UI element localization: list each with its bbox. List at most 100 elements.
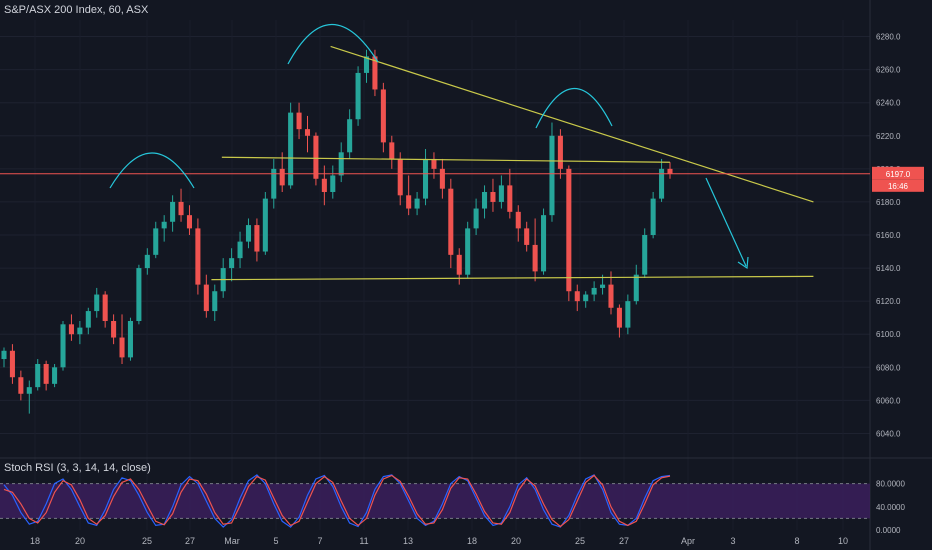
candle-body [600, 284, 606, 288]
candle-body [68, 324, 74, 335]
candle-body [667, 168, 673, 174]
candle-body [448, 188, 454, 255]
candle-body [380, 89, 386, 143]
candle-body [85, 311, 91, 328]
candle-body [650, 198, 656, 235]
candle-body [642, 235, 648, 275]
candle-body [625, 301, 631, 328]
candle-body [532, 244, 538, 272]
candle-body [271, 168, 277, 199]
candle-body [498, 185, 504, 202]
candle-body [414, 198, 420, 209]
candle-body [431, 158, 437, 169]
candle-body [321, 178, 327, 192]
candle-body [338, 152, 344, 176]
right-shoulder-arc [535, 87, 613, 129]
candle-body [43, 364, 49, 384]
candle-body [18, 377, 24, 394]
candle-body [566, 168, 572, 292]
y-tick-label: 6060.0 [876, 396, 901, 405]
x-tick-label: 27 [185, 536, 195, 546]
indicator-tick-label: 0.0000 [876, 526, 901, 535]
candle-body [245, 225, 252, 242]
candle-body [178, 201, 184, 216]
candle-body [347, 119, 353, 153]
indicator-tick-label: 80.0000 [876, 480, 905, 489]
candle-body [482, 192, 488, 209]
candle-body [355, 72, 361, 120]
x-tick-label: 20 [511, 536, 521, 546]
left-shoulder-arc [109, 152, 195, 189]
descending-trendline [330, 45, 814, 203]
x-tick-label: 18 [30, 536, 40, 546]
candle-body [515, 211, 521, 229]
x-tick-label: 25 [575, 536, 585, 546]
candle-body [473, 208, 479, 229]
head-arc [287, 24, 379, 65]
candle-body [330, 175, 336, 192]
candle-body [161, 221, 167, 229]
stoch-line-d [3, 474, 671, 528]
x-tick-label: 3 [730, 536, 735, 546]
candle-body [119, 337, 125, 358]
candle-body [237, 241, 243, 259]
x-tick-label: 13 [403, 536, 413, 546]
candle-body [94, 294, 100, 312]
candle-body [111, 321, 117, 338]
candle-body [229, 258, 235, 269]
y-tick-label: 6100.0 [876, 330, 901, 339]
y-tick-label: 6120.0 [876, 297, 901, 306]
last-price-label: 6197.0 [886, 170, 911, 179]
candle-body [372, 56, 378, 90]
y-tick-label: 6040.0 [876, 429, 901, 438]
indicator-tick-label: 40.0000 [876, 503, 905, 512]
candle-body [490, 192, 496, 202]
y-tick-label: 6260.0 [876, 66, 901, 75]
candle-body [363, 56, 370, 73]
y-tick-label: 6220.0 [876, 132, 901, 141]
candle-body [127, 321, 133, 358]
candle-body [77, 327, 83, 335]
x-tick-label: 18 [467, 536, 477, 546]
countdown-tag [872, 179, 924, 192]
candle-body [406, 195, 412, 209]
indicator-title: Stoch RSI (3, 3, 14, 14, close) [4, 462, 151, 474]
x-tick-label: Mar [224, 536, 240, 546]
candle-body [296, 112, 302, 130]
candle-body [557, 135, 563, 169]
x-tick-label: 10 [838, 536, 848, 546]
candle-body [591, 287, 597, 295]
x-tick-label: 11 [359, 536, 368, 546]
candle-body [288, 112, 294, 186]
chart-title: S&P/ASX 200 Index, 60, ASX [4, 4, 149, 16]
resistance-trendline [221, 156, 670, 163]
candle-body [26, 387, 32, 394]
candle-body [549, 135, 555, 216]
candle-body [608, 284, 614, 308]
candle-body [313, 135, 319, 179]
last-price-tag [872, 166, 924, 180]
candle-body [203, 284, 209, 312]
candle-body [60, 324, 66, 368]
y-tick-label: 6240.0 [876, 99, 901, 108]
x-tick-label: 25 [142, 536, 152, 546]
candle-body [633, 274, 639, 302]
candle-body [1, 350, 7, 360]
candle-body [389, 142, 395, 159]
x-tick-label: 7 [317, 536, 322, 546]
x-tick-label: 5 [273, 536, 278, 546]
candle-body [52, 367, 58, 384]
candle-body [195, 228, 201, 285]
candle-body [465, 228, 471, 275]
x-tick-label: 27 [619, 536, 629, 546]
down-arrow [705, 177, 747, 267]
candle-body [9, 350, 15, 378]
support-trendline [211, 275, 814, 281]
x-tick-label: 8 [794, 536, 799, 546]
candle-body [170, 201, 176, 222]
candle-body [583, 294, 589, 302]
candle-body [102, 294, 108, 321]
candle-body [144, 254, 150, 269]
candle-body [524, 228, 530, 245]
y-tick-label: 6160.0 [876, 231, 901, 240]
